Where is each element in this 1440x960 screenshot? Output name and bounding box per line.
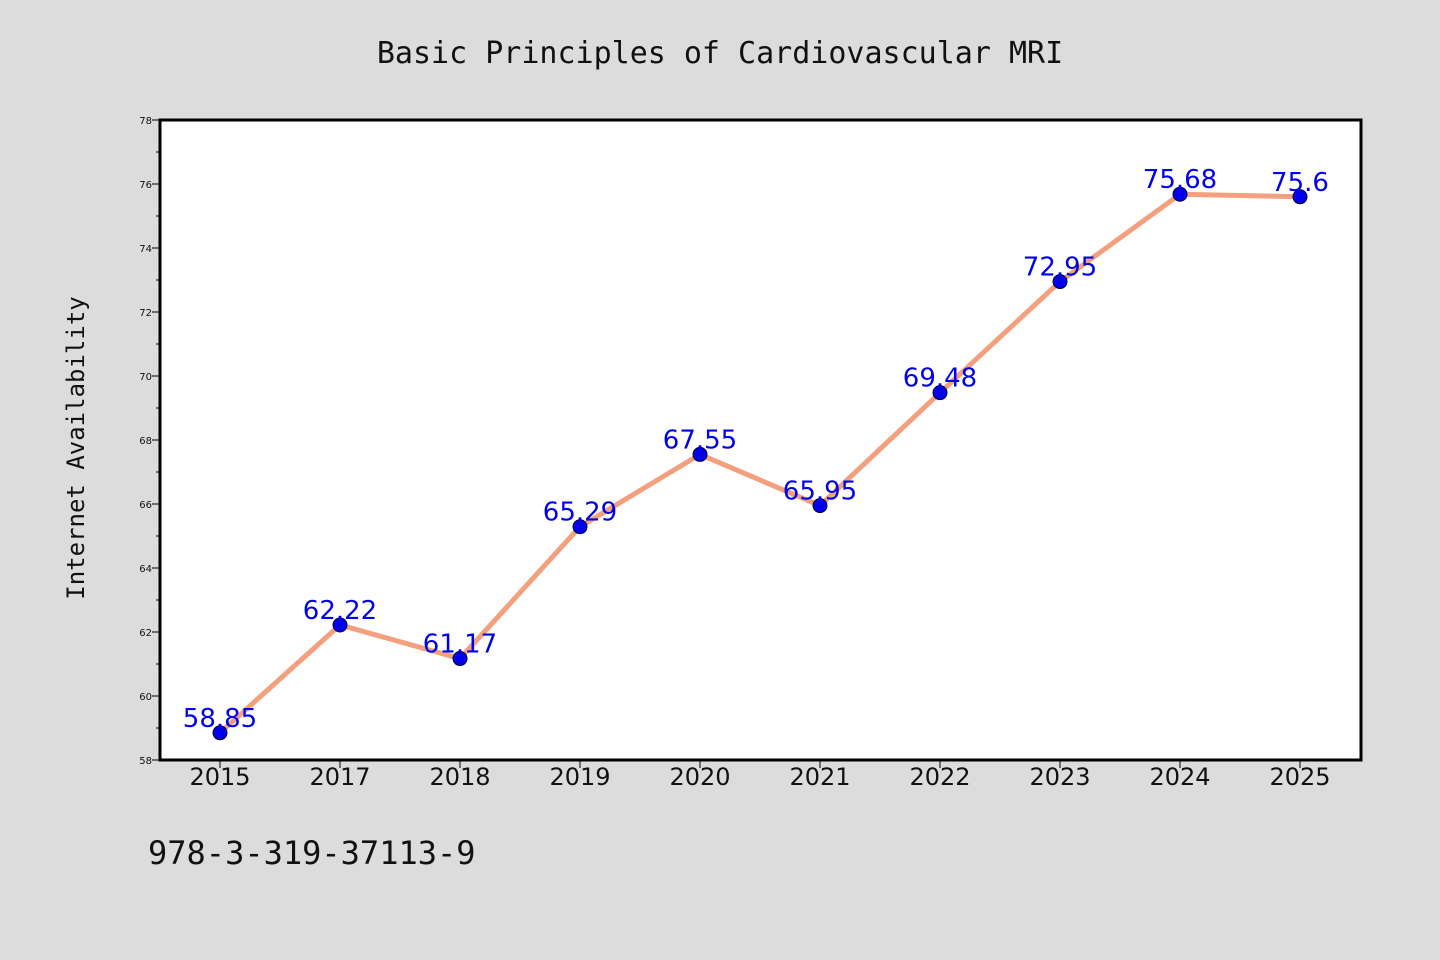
- data-point-label: 67.55: [663, 425, 737, 455]
- series-line: [217, 191, 1303, 736]
- data-point-label: 58.85: [183, 704, 257, 734]
- x-tick-label: 2025: [1269, 763, 1330, 791]
- x-tick-label: 2020: [669, 763, 730, 791]
- data-labels: 58.85 62.22 61.17 65.29 67.55 65.95 69.48 72.95…: [183, 165, 1329, 734]
- y-axis-ticks: 58 60 62 64 66 68 70 72 74 76 78: [139, 116, 160, 767]
- data-point-marker: [572, 519, 588, 535]
- data-point-marker: [1052, 274, 1068, 290]
- y-tick-label: 76: [139, 180, 152, 191]
- data-point-marker: [812, 498, 828, 514]
- y-tick-label: 68: [139, 436, 152, 447]
- y-tick-label: 70: [139, 372, 152, 383]
- y-tick-label: 58: [139, 756, 152, 767]
- data-point-label: 65.95: [783, 477, 857, 507]
- data-point-marker: [212, 725, 228, 741]
- chart-title: Basic Principles of Cardiovascular MRI: [377, 36, 1063, 71]
- y-tick-label: 64: [139, 564, 152, 575]
- y-tick-label: 72: [139, 308, 152, 319]
- data-point-label: 62.22: [303, 596, 377, 626]
- data-point-label: 65.29: [543, 498, 617, 528]
- x-tick-label: 2023: [1029, 763, 1090, 791]
- y-tick-label: 60: [139, 692, 152, 703]
- data-point-marker: [692, 446, 708, 462]
- y-tick-label: 66: [139, 500, 152, 511]
- data-point-label: 75.6: [1271, 168, 1329, 198]
- data-point-label: 72.95: [1023, 253, 1097, 283]
- plot-area: [158, 118, 1363, 762]
- x-tick-label: 2024: [1149, 763, 1210, 791]
- x-axis-ticks: 2015 2017 2018 2019 2020 2021 2022 2023 2024 2025: [189, 760, 1331, 791]
- y-axis-label: Internet Availability: [62, 296, 90, 599]
- data-point-marker: [332, 617, 348, 633]
- data-point-marker: [1172, 186, 1188, 202]
- data-point-label: 61.17: [423, 630, 497, 660]
- data-point-label: 75.68: [1143, 165, 1217, 195]
- x-tick-label: 2017: [309, 763, 370, 791]
- data-point-marker: [452, 651, 468, 667]
- y-tick-label: 78: [139, 116, 152, 127]
- data-point-marker: [932, 385, 948, 401]
- x-tick-label: 2018: [429, 763, 490, 791]
- x-tick-label: 2021: [789, 763, 850, 791]
- x-tick-label: 2015: [189, 763, 250, 791]
- isbn-text: 978-3-319-37113-9: [148, 834, 476, 872]
- x-tick-label: 2022: [909, 763, 970, 791]
- data-point-label: 69.48: [903, 364, 977, 394]
- y-tick-label: 62: [139, 628, 152, 639]
- data-markers: [212, 186, 1308, 741]
- data-point-marker: [1292, 189, 1308, 205]
- x-tick-label: 2019: [549, 763, 610, 791]
- y-tick-label: 74: [139, 244, 152, 255]
